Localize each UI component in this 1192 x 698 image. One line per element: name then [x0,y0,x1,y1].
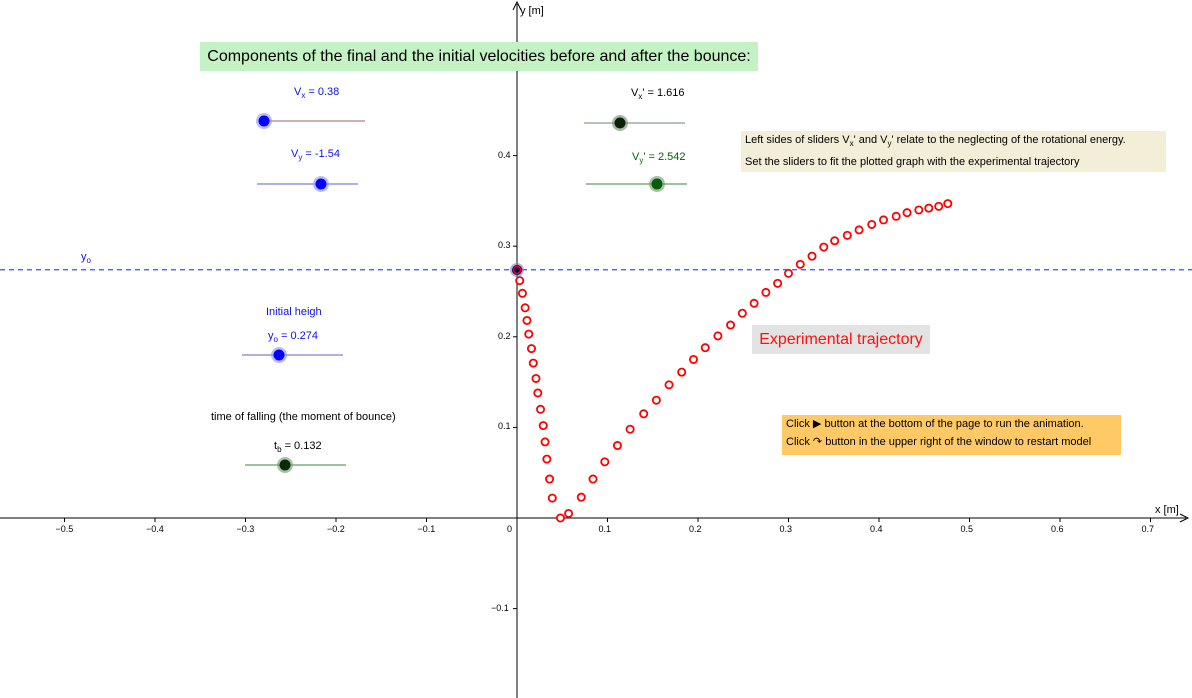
trajectory-point [807,251,817,261]
start-point[interactable] [510,263,524,277]
trajectory-point [795,259,805,269]
x-tick-label: 0 [507,524,513,534]
trajectory-point [542,454,552,464]
x-tick-label: −0.5 [55,524,74,534]
trajectory-point [588,474,598,484]
trajectory-point [625,424,635,434]
experimental-trajectory-label: Experimental trajectory [752,325,930,354]
slider-vx[interactable] [256,113,365,129]
x-tick-label: 0.7 [1141,524,1155,534]
trajectory-point [943,199,953,209]
trajectory-point [538,421,548,431]
slider-tb-label: tb = 0.132 [274,440,322,455]
rotational-energy-note: Left sides of sliders Vx' and Vy' relate… [741,131,1166,172]
time-of-falling-heading: time of falling (the moment of bounce) [211,411,396,423]
animation-help: Click ▶ button at the bottom of the page… [782,415,1121,455]
trajectory-point [555,513,565,523]
slider-vy-prime[interactable] [586,176,687,192]
trajectory-point [536,404,546,414]
components-title: Components of the final and the initial … [200,42,758,71]
y-axis-ticks [513,155,517,610]
trajectory-point [576,492,586,502]
trajectory-point [737,308,747,318]
slider-tb[interactable] [245,457,346,473]
y-tick-label: 0.4 [498,149,511,160]
trajectory-point [934,201,944,211]
trajectory-point [651,395,661,405]
x-tick-label: 0.2 [689,524,702,534]
y0-line-label: yo [81,251,91,266]
slider-vx-prime[interactable] [584,115,685,131]
trajectory-point [600,457,610,467]
trajectory-point [533,388,543,398]
trajectory-point [819,242,829,252]
trajectory-point [612,441,622,451]
trajectory-point [773,278,783,288]
x-tick-label: −0.1 [417,524,436,534]
x-tick-label: 0.5 [960,524,974,534]
y-tick-label: 0.2 [498,330,511,341]
x-tick-label: 0.3 [779,524,793,534]
trajectory-point [515,276,525,286]
trajectory-point [842,230,852,240]
trajectory-point [700,343,710,353]
slider-vy-label: Vy = -1.54 [291,148,340,163]
slider-y0-label: yo = 0.274 [268,330,319,345]
trajectory-point [545,474,555,484]
trajectory-point [749,298,759,308]
trajectory-point [664,380,674,390]
x-axis-arrow [1179,513,1190,523]
slider-vx-prime-label: Vx' = 1.616 [631,87,685,102]
slider-vy-prime-label: Vy' = 2.542 [632,151,686,166]
trajectory-point [924,203,934,213]
trajectory-point [540,437,550,447]
slider-y0[interactable] [242,347,343,363]
trajectory-point [713,331,723,341]
trajectory-point [726,320,736,330]
trajectory-point [547,493,557,503]
trajectory-point [891,211,901,221]
trajectory-point [854,225,864,235]
trajectory-point [526,344,536,354]
y-axis-arrow [512,0,522,11]
x-tick-label: 0.4 [870,524,883,534]
restart-icon: ↷ [812,436,823,448]
trajectory-point [914,205,924,215]
slider-vx-label: Vx = 0.38 [294,86,340,101]
initial-height-heading: Initial heigh [266,306,322,318]
trajectory-point [531,373,541,383]
y-axis-label: y [m] [520,5,544,17]
x-tick-label: 0.1 [598,524,612,534]
experimental-trajectory [513,199,953,523]
y-tick-label: 0.1 [498,421,511,432]
trajectory-point [524,329,534,339]
x-tick-label: −0.4 [146,524,164,534]
trajectory-point [784,268,794,278]
y-tick-label: 0.3 [498,240,511,251]
slider-vy[interactable] [257,176,358,192]
x-axis-ticks [64,518,1151,522]
trajectory-point [639,409,649,419]
x-tick-label: −0.2 [327,524,345,534]
trajectory-point [522,315,532,325]
x-tick-label: −0.3 [236,524,255,534]
trajectory-point [520,303,530,313]
play-icon: ▶ [812,418,822,430]
trajectory-point [677,367,687,377]
x-tick-label: 0.6 [1051,524,1064,534]
trajectory-point [688,354,698,364]
trajectory-point [867,219,877,229]
trajectory-point [902,208,912,218]
x-axis-label: x [m] [1155,504,1179,516]
trajectory-point [528,358,538,368]
trajectory-point [830,236,840,246]
y-tick-label: −0.1 [491,602,509,613]
trajectory-point [517,288,527,298]
trajectory-point [761,287,771,297]
trajectory-point [879,215,889,225]
trajectory-point [564,508,574,518]
